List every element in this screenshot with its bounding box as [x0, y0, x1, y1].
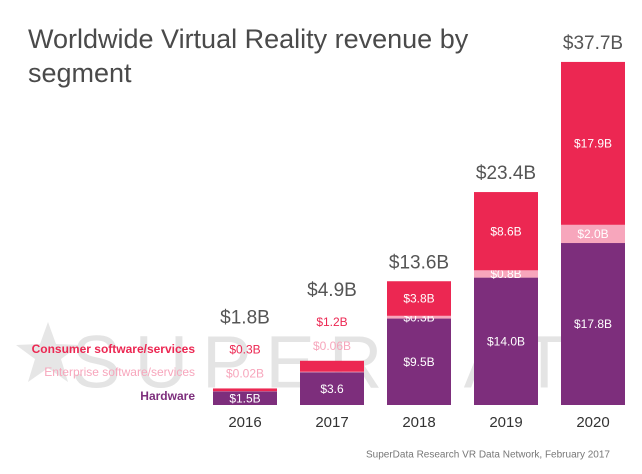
watermark-star [16, 322, 80, 382]
total-label: $4.9B [307, 280, 357, 301]
value-label: $14.0B [487, 334, 525, 348]
bar-segment [474, 277, 538, 405]
bar-segment [387, 281, 451, 316]
total-label: $37.7B [563, 33, 623, 54]
bar-segment [561, 243, 625, 405]
total-label: $13.6B [389, 252, 449, 273]
x-tick-label: 2019 [489, 414, 522, 431]
legend-label: Hardware [140, 389, 195, 403]
value-label: $3.6 [320, 382, 344, 396]
value-label: $0.3B [229, 343, 260, 357]
x-tick-label: 2016 [228, 414, 261, 431]
value-label: $9.5B [403, 355, 434, 369]
value-label: $0.06B [313, 339, 351, 353]
value-label: $2.0B [577, 227, 608, 241]
bar-segment [561, 224, 625, 244]
legend-label: Enterprise software/services [44, 365, 195, 379]
value-label: $8.6B [490, 224, 521, 238]
x-tick-label: 2017 [315, 414, 348, 431]
bar-segment [474, 270, 538, 278]
value-label: $17.8B [574, 317, 612, 331]
bar-segment [387, 315, 451, 319]
total-label: $1.8B [220, 307, 270, 328]
x-tick-label: 2020 [576, 414, 609, 431]
bar-segment [213, 391, 277, 405]
bar-segment [300, 360, 364, 372]
value-label: $0.8B [490, 267, 521, 281]
bar-segment [213, 388, 277, 392]
value-label: $1.5B [229, 391, 260, 405]
bar-segment [561, 61, 625, 225]
x-tick-label: 2018 [402, 414, 435, 431]
value-label: $0.02B [226, 367, 264, 381]
bar-segment [387, 318, 451, 405]
chart-title: Worldwide Virtual Reality revenue by seg… [28, 24, 469, 88]
value-label: $17.9B [574, 137, 612, 151]
total-label: $23.4B [476, 163, 536, 184]
bar-segment [300, 372, 364, 405]
legend-label: Consumer software/services [32, 342, 196, 356]
bar-segment [474, 192, 538, 271]
source: SuperData Research VR Data Network, Febr… [366, 450, 610, 461]
value-label: $3.8B [403, 292, 434, 306]
bar-segment [300, 371, 364, 373]
value-label: $1.2B [316, 315, 347, 329]
